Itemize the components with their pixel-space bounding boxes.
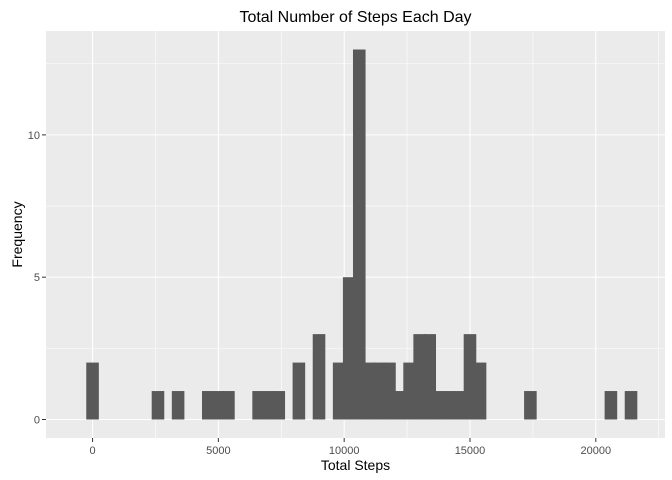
histogram-bar [443, 391, 457, 420]
y-tick-label: 0 [34, 415, 40, 427]
histogram-bar [151, 391, 165, 420]
chart-title: Total Number of Steps Each Day [239, 9, 471, 26]
histogram-bar [342, 277, 356, 420]
histogram-bar [473, 362, 487, 420]
histogram-bar [212, 391, 225, 420]
histogram-bar [624, 391, 638, 420]
histogram-bar [433, 391, 447, 420]
histogram-bar [312, 334, 326, 420]
y-tick-label: 10 [28, 130, 40, 142]
histogram-bar [604, 391, 618, 420]
histogram-bar [292, 362, 306, 420]
histogram-bar [413, 334, 426, 420]
histogram-bar [272, 391, 286, 420]
y-tick-label: 5 [34, 272, 40, 284]
histogram-bar [202, 391, 215, 420]
x-axis-title: Total Steps [321, 457, 390, 473]
x-tick-label: 20000 [581, 445, 612, 457]
histogram-bar [332, 362, 346, 420]
x-tick-label: 10000 [329, 445, 360, 457]
histogram-bar [262, 391, 275, 420]
histogram-bar [423, 334, 437, 420]
histogram-bar [403, 362, 416, 420]
x-axis-ticks: 0 5000 10000 15000 20000 [89, 438, 611, 457]
histogram-bar [453, 391, 467, 420]
histogram-bar [352, 49, 366, 420]
histogram-bar [463, 334, 477, 420]
histogram-bar [363, 362, 376, 420]
histogram-bar [383, 362, 396, 420]
x-tick-label: 15000 [455, 445, 486, 457]
histogram-bar [393, 391, 406, 420]
histogram-bar [86, 362, 99, 420]
histogram-bars [86, 49, 638, 420]
histogram-bar [524, 391, 537, 420]
histogram-bar [171, 391, 185, 420]
histogram-bar [373, 362, 386, 420]
x-tick-label: 5000 [206, 445, 230, 457]
y-axis-title: Frequency [9, 201, 25, 267]
x-tick-label: 0 [89, 445, 95, 457]
y-axis-ticks: 0 5 10 [28, 130, 46, 427]
histogram-bar [222, 391, 235, 420]
histogram-bar [252, 391, 265, 420]
